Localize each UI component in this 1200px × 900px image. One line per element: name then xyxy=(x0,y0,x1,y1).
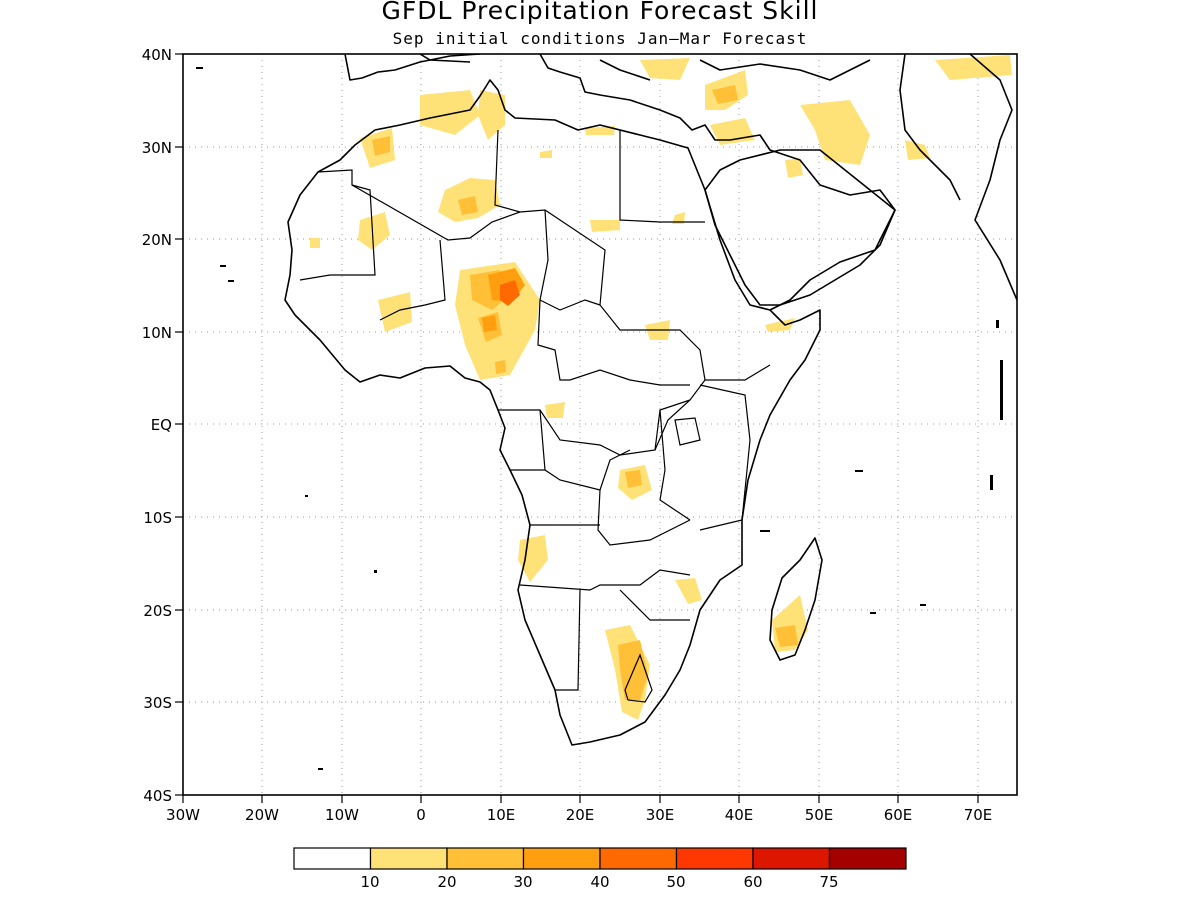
lat-label: 20N xyxy=(142,231,172,249)
axis-ticks xyxy=(175,53,979,803)
lon-label: 10W xyxy=(325,806,359,824)
lat-label: 40N xyxy=(142,46,172,64)
colorbar-swatch xyxy=(599,847,678,870)
latitude-labels: 40N 30N 20N 10N EQ 10S 20S 30S 40S xyxy=(142,46,172,805)
lat-label: 20S xyxy=(143,602,172,620)
colorbar-swatch xyxy=(293,847,372,870)
lon-label: 10E xyxy=(487,806,516,824)
colorbar-label: 10 xyxy=(360,873,379,891)
lake-victoria xyxy=(674,417,701,446)
colorbar-label: 40 xyxy=(590,873,609,891)
lat-label: 10S xyxy=(143,509,172,527)
lon-label: 60E xyxy=(884,806,913,824)
map-title: GFDL Precipitation Forecast Skill xyxy=(381,0,819,25)
colorbar-swatch xyxy=(369,847,448,870)
colorbar-swatch xyxy=(828,847,907,870)
colorbar-swatch xyxy=(675,847,754,870)
grid-lines xyxy=(183,54,1017,795)
country-borders xyxy=(299,129,771,703)
colorbar-label: 60 xyxy=(743,873,762,891)
colorbar-label: 20 xyxy=(437,873,456,891)
lat-label: 30N xyxy=(142,139,172,157)
colorbar-swatch xyxy=(752,847,831,870)
skill-shading xyxy=(310,55,1012,720)
colorbar-label: 75 xyxy=(819,873,838,891)
lon-label: 50E xyxy=(805,806,834,824)
colorbar-label: 50 xyxy=(666,873,685,891)
map-subtitle: Sep initial conditions Jan–Mar Forecast xyxy=(392,29,808,48)
lon-label: 40E xyxy=(725,806,754,824)
coastlines xyxy=(284,54,1017,746)
longitude-labels: 30W 20W 10W 0 10E 20E 30E 40E 50E 60E 70… xyxy=(166,806,992,824)
colorbar-swatch xyxy=(522,847,601,870)
colorbar-swatch xyxy=(446,847,525,870)
lon-label: 30E xyxy=(646,806,675,824)
lat-label: EQ xyxy=(151,416,172,434)
colorbar: 10 20 30 40 50 60 75 xyxy=(293,847,907,891)
lat-label: 40S xyxy=(143,787,172,805)
lon-label: 20W xyxy=(245,806,279,824)
small-islands xyxy=(196,67,1003,770)
colorbar-label: 30 xyxy=(513,873,532,891)
lon-label: 20E xyxy=(566,806,595,824)
lon-label: 0 xyxy=(416,806,426,824)
lat-label: 10N xyxy=(142,324,172,342)
lat-label: 30S xyxy=(143,694,172,712)
lon-label: 30W xyxy=(166,806,200,824)
map-canvas xyxy=(183,54,1017,795)
lon-label: 70E xyxy=(964,806,993,824)
